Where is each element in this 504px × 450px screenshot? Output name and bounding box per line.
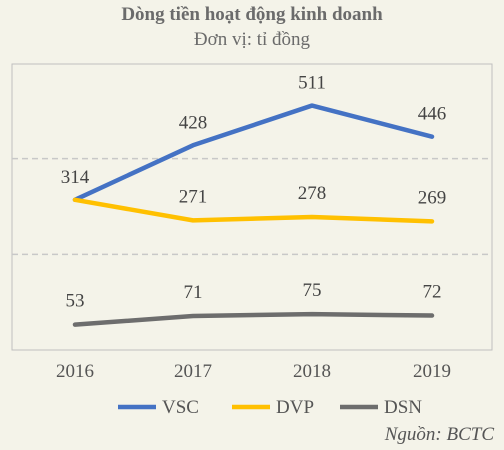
- x-tick-label: 2016: [56, 361, 94, 382]
- source-note: Nguồn: BCTC: [384, 424, 494, 445]
- data-label: 314: [61, 167, 90, 188]
- data-label: 53: [66, 291, 85, 312]
- series-line-vsc: [72, 103, 435, 203]
- chart-subtitle: Đơn vị: tỉ đồng: [193, 29, 311, 50]
- x-tick-label: 2019: [413, 361, 451, 382]
- series-line-dvp: [72, 197, 435, 224]
- legend-label-dsn: DSN: [384, 397, 422, 418]
- data-label: 75: [303, 280, 322, 301]
- data-label: 72: [423, 282, 442, 303]
- x-tick-label: 2017: [174, 361, 212, 382]
- plot-area: [11, 63, 493, 351]
- chart-title: Dòng tiền hoạt động kinh doanh: [121, 4, 383, 25]
- data-label: 71: [184, 282, 203, 303]
- data-label: 511: [298, 73, 326, 94]
- data-label: 269: [418, 187, 447, 208]
- series-line-dsn: [72, 311, 435, 327]
- data-label: 446: [418, 104, 447, 125]
- data-label: 278: [298, 183, 327, 204]
- data-label: 271: [179, 186, 208, 207]
- legend-label-vsc: VSC: [162, 397, 199, 418]
- data-label: 428: [179, 112, 208, 133]
- legend-label-dvp: DVP: [276, 397, 314, 418]
- x-tick-label: 2018: [293, 361, 331, 382]
